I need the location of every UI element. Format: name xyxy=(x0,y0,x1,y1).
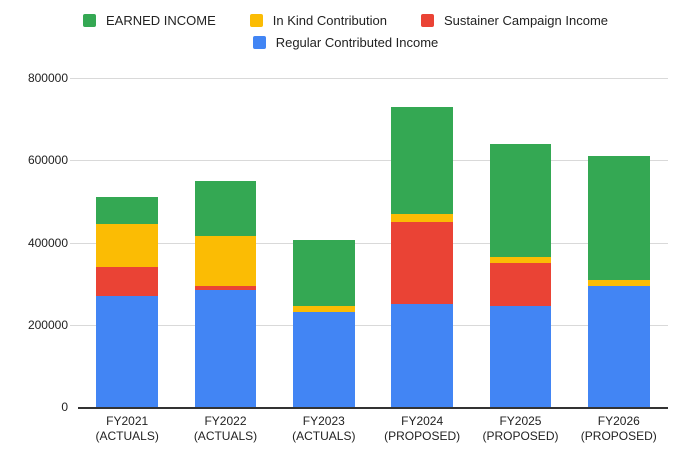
legend-swatch xyxy=(82,14,96,27)
legend-label: EARNED INCOME xyxy=(105,13,216,28)
legend-swatch xyxy=(252,36,266,49)
bar-slot xyxy=(78,78,176,407)
bar-FY2025 xyxy=(489,78,552,407)
bar-segment xyxy=(194,285,257,290)
bar-slot xyxy=(570,78,668,407)
x-axis-label: FY2026 (PROPOSED) xyxy=(580,414,657,443)
bar-segment xyxy=(587,285,650,407)
gridline xyxy=(70,242,668,244)
bar-segment xyxy=(292,240,355,307)
x-axis-line xyxy=(78,407,668,409)
bar-segment xyxy=(194,180,257,237)
legend-label: In Kind Contribution xyxy=(272,13,387,28)
x-axis-label: FY2023 (ACTUALS) xyxy=(292,414,356,443)
bar-slot xyxy=(373,78,471,407)
y-tick-label: 400000 xyxy=(27,235,68,250)
legend-label: Sustainer Campaign Income xyxy=(443,13,608,28)
bar-FY2021 xyxy=(96,78,159,407)
bar-slot xyxy=(176,78,274,407)
x-axis-label: FY2025 (PROPOSED) xyxy=(482,414,559,443)
bar-segment xyxy=(489,143,552,257)
legend-swatch xyxy=(420,14,434,27)
bar-segment xyxy=(96,224,159,268)
bar-segment xyxy=(489,306,552,407)
bar-segment xyxy=(489,256,552,264)
bar-slot xyxy=(275,78,373,407)
bar-segment xyxy=(391,106,454,214)
bar-segment xyxy=(391,213,454,222)
legend-item: Sustainer Campaign Income xyxy=(420,13,608,28)
legend-item: In Kind Contribution xyxy=(249,13,387,28)
y-axis: 0 200000 400000 600000 800000 xyxy=(0,71,68,414)
bar-FY2024 xyxy=(391,78,454,407)
bar-segment xyxy=(194,289,257,407)
chart-legend: EARNED INCOME In Kind Contribution Sustain… xyxy=(45,13,646,50)
bar-FY2023 xyxy=(292,78,355,407)
bar-segment xyxy=(391,304,454,407)
x-axis-label: FY2024 (PROPOSED) xyxy=(384,414,461,443)
gridline xyxy=(70,78,668,79)
bar-segment xyxy=(96,295,159,407)
y-tick-label: 600000 xyxy=(27,153,68,168)
bar-slot xyxy=(471,78,569,407)
x-axis-labels: FY2021 (ACTUALS) FY2022 (ACTUALS) FY2023 (… xyxy=(78,414,668,444)
legend-item: Regular Contributed Income xyxy=(252,35,439,50)
x-axis-label: FY2021 (ACTUALS) xyxy=(95,414,159,443)
x-axis-label: FY2022 (ACTUALS) xyxy=(193,414,258,443)
gridline xyxy=(70,160,668,162)
bar-segment xyxy=(489,263,552,307)
bars-container xyxy=(78,78,668,407)
bar-segment xyxy=(391,221,454,305)
bar-segment xyxy=(96,197,159,225)
bar-segment xyxy=(292,306,355,313)
bar-segment xyxy=(194,236,257,286)
bar-segment xyxy=(96,267,159,296)
y-tick-label: 800000 xyxy=(27,71,68,85)
bar-FY2022 xyxy=(194,78,257,407)
bar-segment xyxy=(292,312,355,407)
bar-segment xyxy=(587,279,650,286)
plot-area xyxy=(70,78,668,409)
bar-FY2026 xyxy=(587,78,650,407)
gridline xyxy=(70,324,668,326)
y-tick-label: 0 xyxy=(61,400,68,414)
legend-label: Regular Contributed Income xyxy=(275,35,439,50)
bar-segment xyxy=(587,156,650,280)
y-tick-label: 200000 xyxy=(27,317,68,332)
legend-swatch xyxy=(249,14,263,27)
legend-item: EARNED INCOME xyxy=(82,13,216,28)
